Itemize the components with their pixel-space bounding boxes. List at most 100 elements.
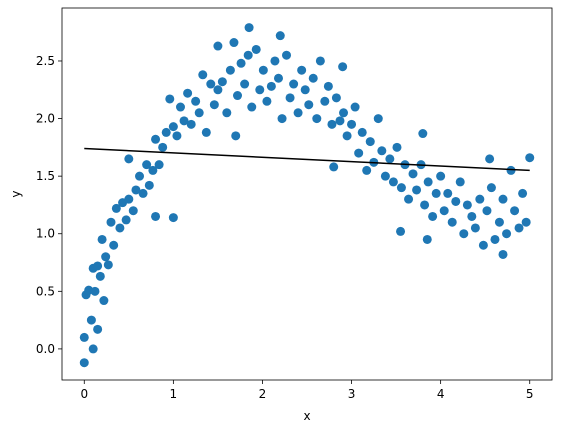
scatter-point	[151, 211, 161, 221]
scatter-point	[213, 85, 223, 95]
scatter-point	[362, 165, 372, 175]
scatter-point	[293, 108, 303, 118]
scatter-point	[365, 137, 375, 147]
scatter-point	[377, 146, 387, 156]
scatter-point	[329, 162, 339, 172]
scatter-point	[462, 200, 472, 210]
scatter-point	[138, 188, 148, 198]
scatter-point	[485, 154, 495, 164]
scatter-point	[225, 65, 235, 75]
scatter-point	[308, 73, 318, 83]
scatter-point	[521, 217, 531, 227]
scatter-point	[258, 65, 268, 75]
scatter-point	[525, 153, 535, 163]
fit-line	[84, 147, 530, 172]
scatter-point	[451, 196, 461, 206]
scatter-point	[282, 50, 292, 60]
scatter-point	[506, 165, 516, 175]
scatter-point	[418, 129, 428, 139]
scatter-point	[431, 188, 441, 198]
scatter-point	[148, 165, 158, 175]
scatter-point	[436, 171, 446, 181]
scatter-point	[95, 271, 105, 281]
scatter-point	[312, 114, 322, 124]
y-tick-label: 1.5	[36, 169, 55, 183]
scatter-point	[165, 94, 175, 104]
scatter-point	[277, 114, 287, 124]
y-tick-label: 0.5	[36, 284, 55, 298]
scatter-point	[111, 203, 121, 213]
scatter-point	[478, 240, 488, 250]
scatter-point	[229, 38, 239, 48]
scatter-point	[244, 23, 254, 33]
scatter-point	[266, 81, 276, 91]
y-tick-label: 2.0	[36, 112, 55, 126]
scatter-point	[494, 217, 504, 227]
scatter-point	[86, 315, 96, 325]
scatter-point	[339, 108, 349, 118]
scatter-point	[131, 185, 141, 195]
scatter-point	[209, 100, 219, 110]
scatter-point	[151, 134, 161, 144]
scatter-point	[475, 194, 485, 204]
scatter-point	[470, 223, 480, 233]
scatter-point	[124, 194, 134, 204]
scatter-point	[357, 127, 367, 137]
scatter-point	[79, 358, 89, 368]
scatter-point	[222, 108, 232, 118]
x-tick-label: 0	[80, 387, 88, 401]
scatter-point	[331, 93, 341, 103]
scatter-point	[338, 62, 348, 72]
scatter-point	[90, 286, 100, 296]
scatter-point	[447, 217, 457, 227]
scatter-point	[236, 58, 246, 68]
scatter-point	[270, 56, 280, 66]
scatter-point	[423, 177, 433, 187]
scatter-point	[275, 31, 285, 41]
scatter-point	[168, 213, 178, 223]
scatter-point	[327, 119, 337, 129]
scatter-point	[273, 73, 283, 83]
scatter-point	[388, 177, 398, 187]
scatter-point	[323, 81, 333, 91]
scatter-point	[99, 296, 109, 306]
scatter-point	[79, 332, 89, 342]
scatter-point	[455, 177, 465, 187]
scatter-point	[396, 226, 406, 236]
scatter-point	[385, 154, 395, 164]
scatter-point	[380, 171, 390, 181]
scatter-point	[350, 102, 360, 112]
scatter-point	[518, 188, 528, 198]
scatter-point	[247, 102, 257, 112]
scatter-point	[404, 194, 414, 204]
scatter-point	[106, 217, 116, 227]
scatter-point	[168, 122, 178, 132]
scatter-point	[135, 171, 145, 181]
scatter-point	[439, 206, 449, 216]
scatter-point	[161, 127, 171, 137]
scatter-point	[93, 324, 103, 334]
x-tick-label: 3	[348, 387, 356, 401]
y-tick-label: 0.0	[36, 342, 55, 356]
x-tick-label: 4	[437, 387, 445, 401]
scatter-point	[510, 206, 520, 216]
plot-area	[79, 23, 535, 368]
scatter-point	[109, 240, 119, 250]
scatter-point	[498, 194, 508, 204]
scatter-point	[231, 131, 241, 141]
scatter-point	[217, 77, 227, 87]
scatter-point	[335, 116, 345, 126]
scatter-point	[240, 79, 250, 89]
scatter-point	[121, 215, 131, 225]
scatter-point	[396, 183, 406, 193]
scatter-point	[183, 88, 193, 98]
scatter-point	[285, 93, 295, 103]
scatter-point	[233, 91, 243, 101]
scatter-point	[514, 223, 524, 233]
scatter-point	[459, 229, 469, 239]
axes-frame	[61, 7, 553, 381]
x-axis-label: x	[303, 409, 310, 423]
scatter-point	[97, 234, 107, 244]
